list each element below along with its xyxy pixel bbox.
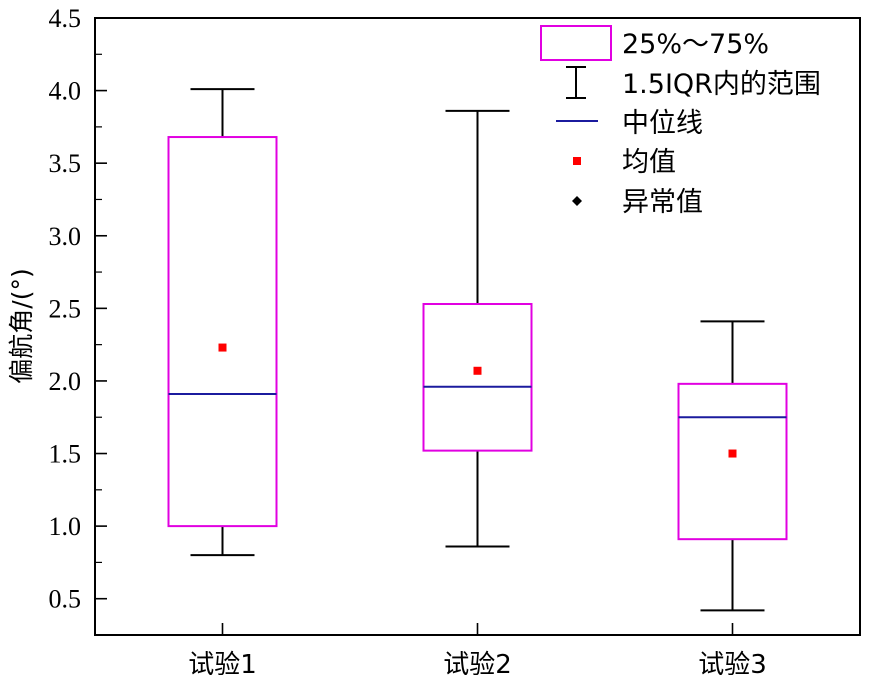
legend-label-box: 25%～75% xyxy=(622,29,769,60)
iqr-box xyxy=(677,382,788,541)
y-tick-label: 4.0 xyxy=(49,77,82,106)
legend-range-swatch xyxy=(566,66,586,99)
mean-marker xyxy=(728,449,737,458)
x-axis-ticks: 试验1 试验2 试验3 xyxy=(188,623,767,680)
legend-label-outlier: 异常值 xyxy=(622,187,703,218)
x-category-label: 试验3 xyxy=(698,650,767,680)
box-group xyxy=(167,88,278,557)
legend-label-range: 1.5IQR内的范围 xyxy=(622,69,821,100)
y-tick-label: 3.5 xyxy=(49,149,82,178)
box-group xyxy=(677,320,788,612)
iqr-box xyxy=(422,302,533,452)
y-tick-label: 2.0 xyxy=(49,367,82,396)
x-category-label: 试验2 xyxy=(443,650,512,680)
y-axis-title: 偏航角/(°) xyxy=(7,268,36,383)
y-axis-ticks: 0.5 1.0 1.5 2.0 2.5 3.0 3.5 4.0 4.5 xyxy=(49,4,107,614)
legend: 25%～75% 1.5IQR内的范围 中位线 均值 异常值 xyxy=(540,25,821,218)
plot-layer xyxy=(167,88,788,612)
y-tick-label: 4.5 xyxy=(49,4,82,33)
mean-marker xyxy=(473,366,482,375)
legend-box-swatch xyxy=(540,25,612,61)
x-category-label: 试验1 xyxy=(188,650,257,680)
legend-label-median: 中位线 xyxy=(622,108,703,139)
legend-label-mean: 均值 xyxy=(622,147,676,178)
iqr-box xyxy=(167,136,278,528)
box-group xyxy=(422,109,533,548)
y-tick-label: 1.5 xyxy=(49,440,82,469)
mean-marker xyxy=(218,343,227,352)
y-tick-label: 1.0 xyxy=(49,512,82,541)
legend-outlier-swatch xyxy=(572,196,582,206)
y-tick-label: 0.5 xyxy=(49,585,82,614)
y-tick-label: 3.0 xyxy=(49,222,82,251)
legend-mean-swatch xyxy=(573,157,581,165)
y-tick-label: 2.5 xyxy=(49,294,82,323)
